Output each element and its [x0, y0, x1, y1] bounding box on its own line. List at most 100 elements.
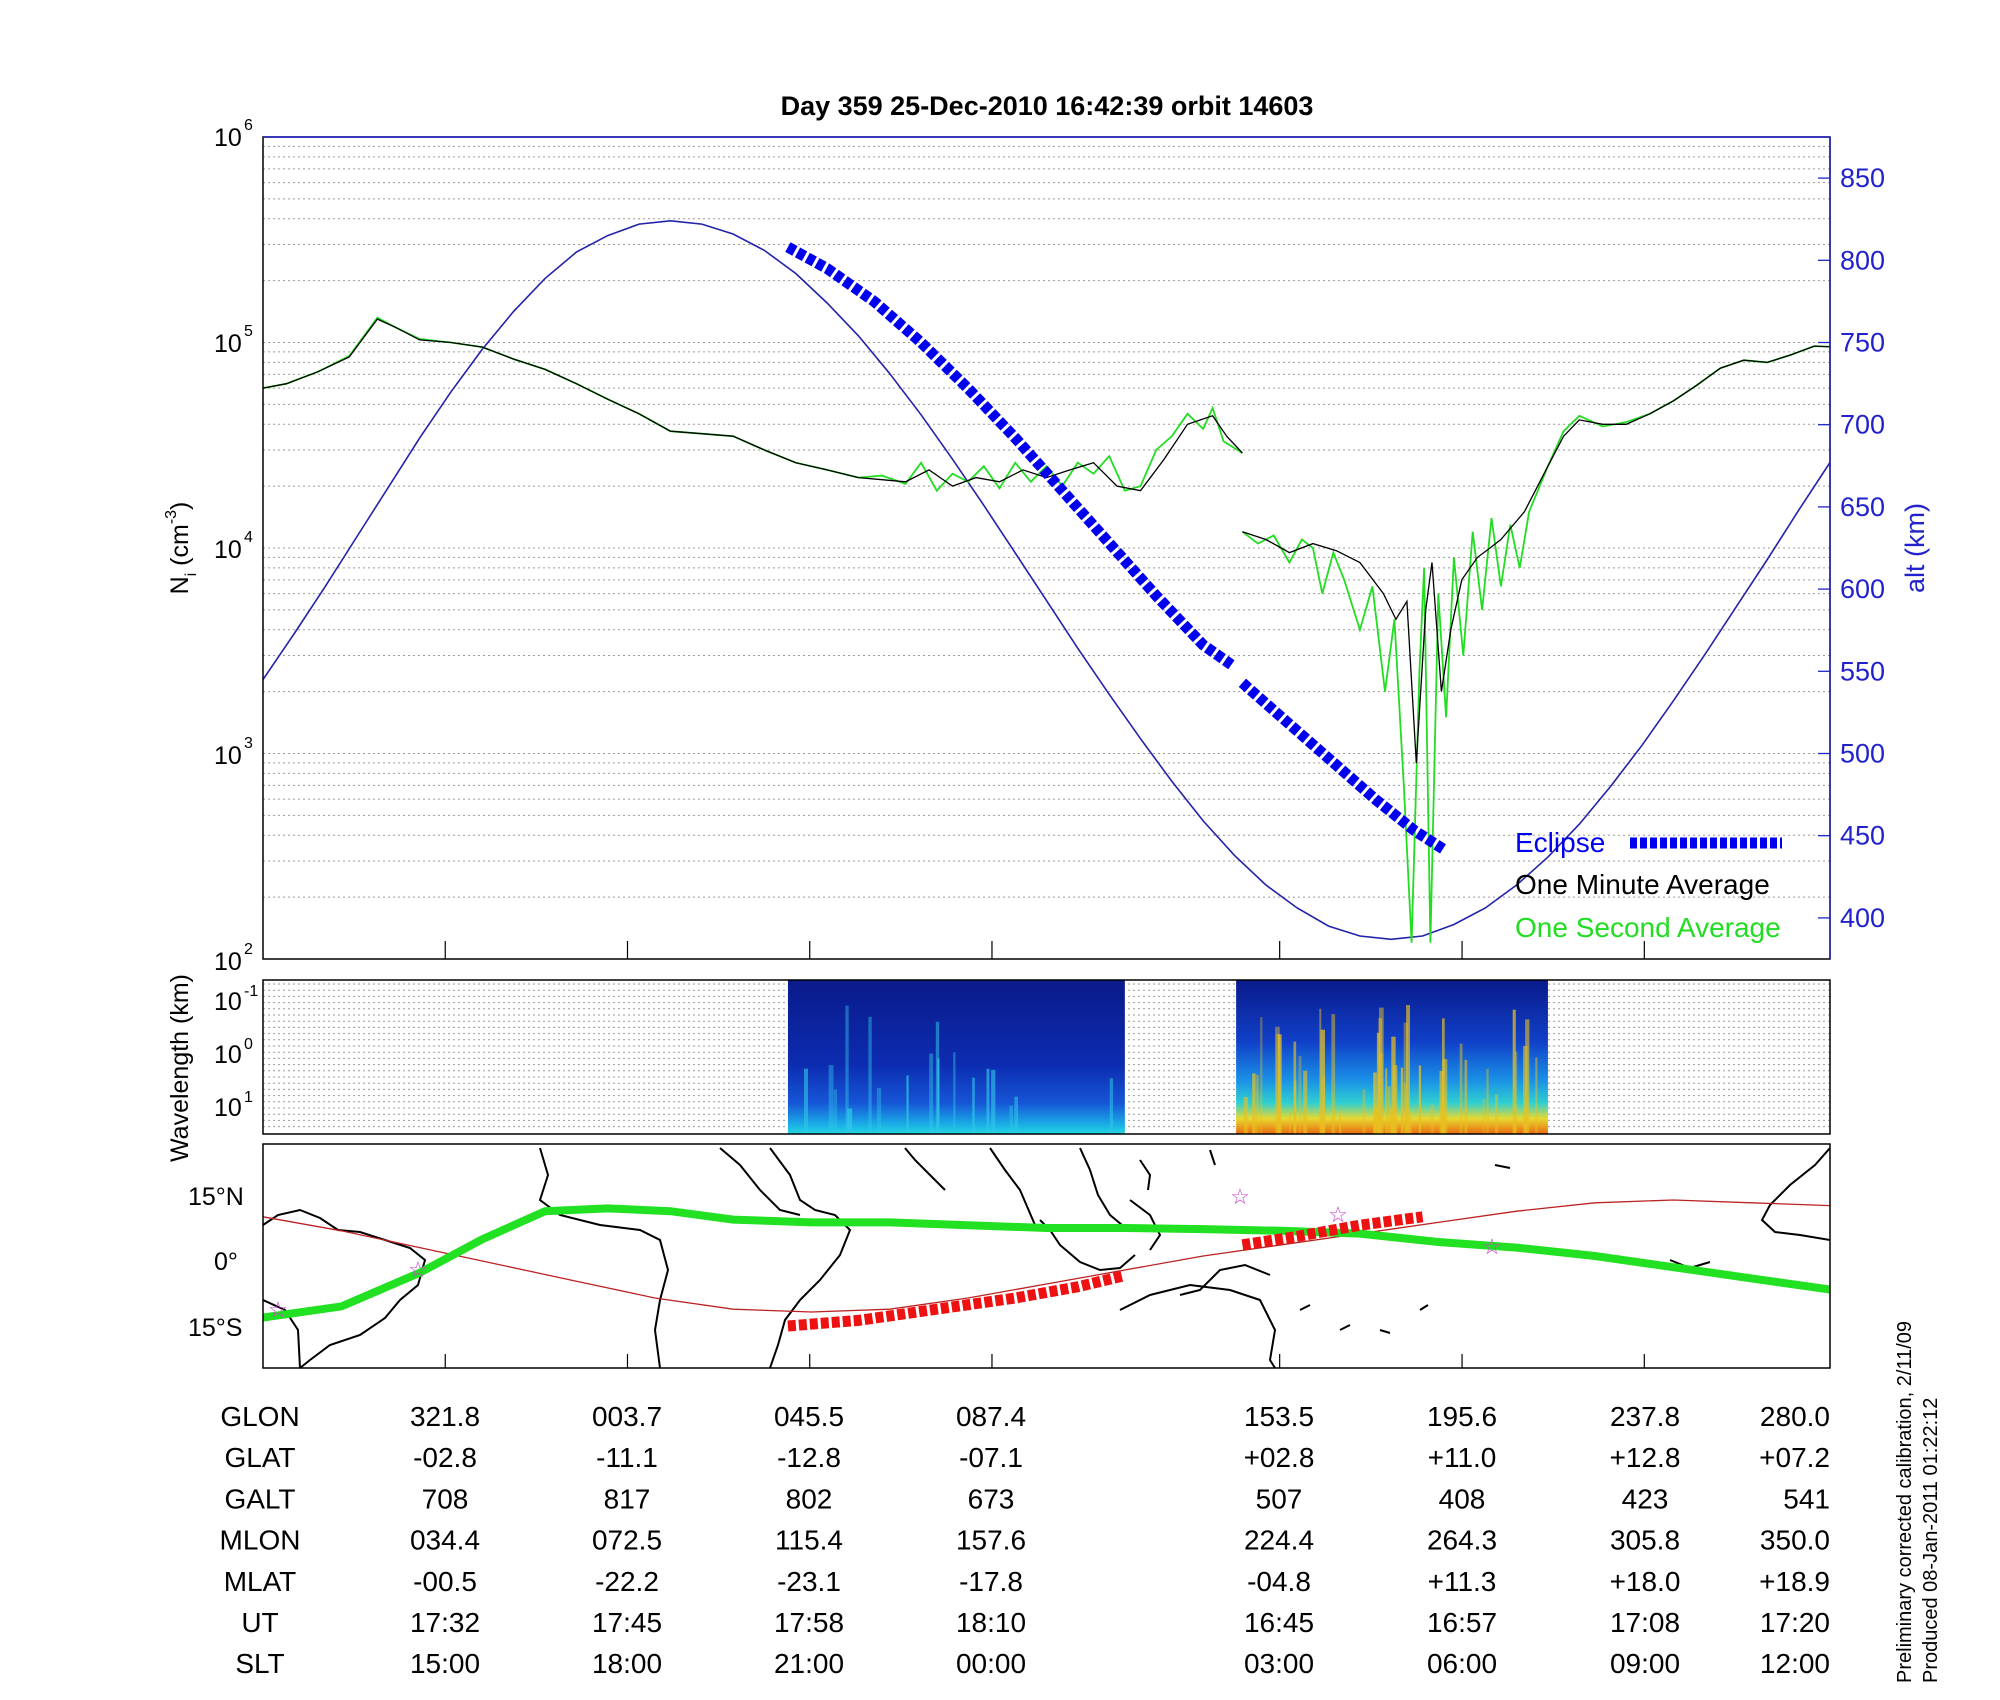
map-eclipse-line [787, 1270, 1127, 1332]
ephemeris-value: 16:45 [1244, 1607, 1314, 1638]
ephemeris-value: 072.5 [592, 1525, 662, 1556]
ephemeris-value: 15:00 [410, 1648, 480, 1679]
spectrogram-streak [1439, 1070, 1444, 1134]
spectrogram-streak [1464, 1059, 1468, 1134]
spectrogram-streak [1403, 1022, 1409, 1134]
ephemeris-label: SLT [235, 1648, 284, 1679]
ephemeris-value: +02.8 [1244, 1442, 1315, 1473]
y-tick-exp: 4 [244, 529, 253, 546]
spectrogram-streak [1400, 1067, 1404, 1134]
ephemeris-value: 408 [1439, 1483, 1486, 1514]
ephemeris-label: UT [241, 1607, 278, 1638]
spectrogram-streak [1378, 1053, 1384, 1134]
spectrogram-streak [972, 1077, 975, 1134]
spectrogram-streak [906, 1075, 909, 1134]
spectrogram-streak [1009, 1105, 1013, 1134]
ephemeris-value: 06:00 [1427, 1648, 1497, 1679]
ephemeris-value: 305.8 [1610, 1525, 1680, 1556]
spectrogram-frame [262, 979, 1831, 1135]
footnote-produced: Produced 08-Jan-2011 01:22:12 [1920, 1398, 1942, 1683]
spectrogram-streak [1322, 1075, 1326, 1134]
spectrogram-streak [935, 1021, 940, 1134]
alt-tick-500: 500 [1840, 739, 1885, 769]
coast-malay [1079, 1147, 1123, 1226]
wl-tick-exp: 0 [244, 1036, 253, 1053]
spectrogram-block-1 [787, 980, 1125, 1134]
one-minute-average-lines [263, 318, 1830, 763]
coast-india [989, 1147, 1036, 1226]
spectrogram-streak [1409, 1111, 1413, 1134]
coast-arabia [904, 1147, 946, 1191]
ephemeris-value: 003.7 [592, 1401, 662, 1432]
ephemeris-value: 21:00 [774, 1648, 844, 1679]
ephemeris-value: 17:45 [592, 1607, 662, 1638]
ephemeris-value: 03:00 [1244, 1648, 1314, 1679]
star-icon: ☆ [268, 1297, 288, 1322]
wl-tick-base: 10 [214, 988, 242, 1016]
spectrogram-streak [1243, 1097, 1248, 1134]
coast-south-america-west [263, 1299, 301, 1368]
spectrogram-streak [868, 1016, 872, 1134]
coast-island-4 [1379, 1329, 1391, 1334]
spectrogram-streak [1403, 1083, 1407, 1134]
ephemeris-value: 034.4 [410, 1525, 480, 1556]
star-icon: ☆ [1230, 1184, 1250, 1209]
ephemeris-value: 541 [1783, 1483, 1830, 1514]
wl-tick-3: 10 1 [214, 1089, 253, 1122]
ephemeris-value: 12:00 [1760, 1648, 1830, 1679]
wl-tick-2: 10 0 [214, 1036, 253, 1069]
spectrogram-streak [1442, 1059, 1448, 1134]
spectrogram-streak [1387, 1086, 1391, 1134]
chart-title: Day 359 25-Dec-2010 16:42:39 orbit 14603 [781, 91, 1314, 121]
map-x-ticks [444, 1354, 1645, 1368]
spectrogram-streak [1523, 1045, 1528, 1134]
y-tick-exp: 5 [244, 323, 253, 340]
altitude-y-label: alt (km) [1900, 503, 1930, 593]
coast-australia [1119, 1283, 1277, 1368]
alt-tick-700: 700 [1840, 410, 1885, 440]
spectrogram-streak [1379, 1007, 1384, 1134]
spectrogram-streak [1418, 1065, 1422, 1134]
coast-red-sea [719, 1147, 801, 1216]
eclipse-line [1238, 678, 1446, 854]
spectrogram-streak [803, 1068, 809, 1134]
y-tick-base: 10 [214, 948, 242, 976]
ephemeris-value: 423 [1622, 1483, 1669, 1514]
spectrogram-streak [1288, 1109, 1291, 1134]
ephemeris-value: 195.6 [1427, 1401, 1497, 1432]
spectrogram-streak [953, 1052, 956, 1134]
altitude-ticks: 400 450 500 550 600 650 700 750 800 850 [1818, 163, 1885, 933]
legend-eclipse: Eclipse [1515, 827, 1605, 858]
ephemeris-value: -23.1 [777, 1566, 841, 1597]
spectrogram-streak [876, 1087, 882, 1134]
spectrogram-streak [1430, 1104, 1434, 1134]
coast-island-1 [1299, 1304, 1311, 1311]
footnote-calibration: Preliminary corrected calibration, 2/11/… [1894, 1321, 1916, 1683]
spectrogram-streak [986, 1068, 990, 1134]
spectrogram-streak [1392, 1065, 1398, 1134]
spectrogram-grid [263, 983, 1830, 1128]
magnetic-equator-line [263, 1199, 1830, 1313]
map-eclipse-line [1241, 1211, 1424, 1251]
legend-one-second: One Second Average [1515, 912, 1781, 943]
wl-tick-exp: 1 [244, 1089, 253, 1106]
wl-tick-base: 10 [214, 1094, 242, 1122]
spectrogram-streak [1256, 1074, 1259, 1134]
ephemeris-value: 802 [786, 1483, 833, 1514]
spectrogram-streak [991, 1069, 996, 1134]
spectrogram-streak [1373, 1105, 1379, 1134]
ephemeris-value: 817 [604, 1483, 651, 1514]
spectrogram-streak [1495, 1094, 1499, 1134]
spectrogram-streak [1260, 1017, 1263, 1134]
ephemeris-value: -07.1 [959, 1442, 1023, 1473]
ephemeris-value: +11.0 [1428, 1442, 1497, 1473]
spectrogram-streak [1293, 1041, 1297, 1134]
spectrogram-streak [845, 1005, 849, 1134]
ephemeris-label: GLAT [224, 1442, 295, 1473]
ephemeris-value: +11.3 [1428, 1566, 1497, 1597]
spectrogram-streak [828, 1065, 834, 1134]
ephemeris-value: 708 [422, 1483, 469, 1514]
spectrogram-streak [1275, 1026, 1280, 1134]
ephemeris-value: -00.5 [413, 1566, 477, 1597]
